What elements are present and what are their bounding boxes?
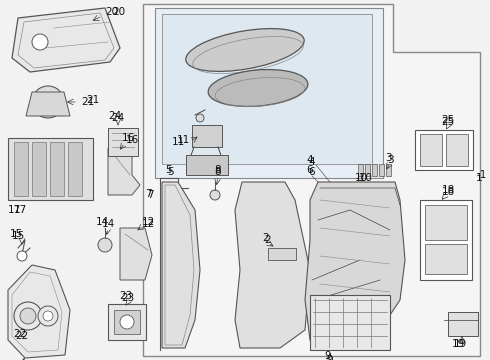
Text: 16: 16 — [125, 135, 139, 145]
Text: 11: 11 — [172, 137, 185, 147]
Polygon shape — [26, 92, 70, 116]
Ellipse shape — [186, 28, 304, 71]
Circle shape — [196, 114, 204, 122]
Text: 6: 6 — [307, 165, 313, 175]
Text: 12: 12 — [142, 219, 155, 229]
Text: 14: 14 — [96, 217, 109, 227]
Text: 3: 3 — [385, 153, 392, 163]
Text: 11: 11 — [176, 135, 190, 145]
Circle shape — [14, 302, 42, 330]
Text: 20: 20 — [105, 7, 119, 17]
Text: 21: 21 — [86, 95, 99, 105]
Polygon shape — [108, 148, 140, 195]
Polygon shape — [143, 4, 480, 356]
Bar — [310, 295, 390, 350]
Polygon shape — [12, 8, 120, 72]
Text: 7: 7 — [147, 190, 153, 200]
Text: 20: 20 — [112, 7, 125, 17]
Text: 12: 12 — [142, 217, 155, 227]
Circle shape — [210, 190, 220, 200]
Circle shape — [32, 34, 48, 50]
Text: 25: 25 — [441, 117, 455, 127]
Text: 7: 7 — [145, 189, 151, 199]
Circle shape — [20, 308, 36, 324]
Bar — [162, 14, 372, 164]
Bar — [186, 155, 228, 175]
Bar — [372, 164, 377, 176]
Text: 4: 4 — [309, 157, 315, 167]
Text: 19: 19 — [453, 339, 466, 349]
Text: 21: 21 — [81, 97, 95, 107]
Bar — [268, 248, 296, 260]
Text: 2: 2 — [263, 233, 270, 243]
Text: 2: 2 — [265, 235, 271, 245]
Text: 9: 9 — [327, 355, 333, 360]
Bar — [108, 128, 138, 156]
Text: 18: 18 — [441, 187, 455, 197]
Text: 5: 5 — [165, 165, 172, 175]
Bar — [68, 142, 82, 196]
Polygon shape — [305, 182, 405, 348]
Circle shape — [120, 315, 134, 329]
Polygon shape — [162, 182, 200, 348]
Bar — [425, 205, 467, 240]
Text: 3: 3 — [387, 155, 393, 165]
Bar — [365, 164, 370, 176]
Text: 23: 23 — [122, 293, 135, 303]
Bar — [8, 138, 93, 200]
Bar — [155, 8, 383, 178]
Text: 6: 6 — [309, 167, 315, 177]
Text: 1: 1 — [476, 173, 483, 183]
Text: 9: 9 — [325, 351, 331, 360]
Text: 17: 17 — [7, 205, 21, 215]
Text: 10: 10 — [355, 173, 368, 183]
Bar — [14, 142, 28, 196]
Bar — [425, 244, 467, 274]
Circle shape — [43, 311, 53, 321]
Polygon shape — [120, 228, 152, 280]
Text: 16: 16 — [122, 133, 135, 143]
Text: 25: 25 — [441, 115, 455, 125]
Text: 15: 15 — [11, 231, 24, 241]
Text: 4: 4 — [307, 155, 313, 165]
Bar — [420, 134, 442, 166]
Circle shape — [40, 94, 56, 110]
Ellipse shape — [208, 69, 308, 107]
Circle shape — [32, 86, 64, 118]
Text: 22: 22 — [13, 329, 26, 339]
Bar — [192, 125, 222, 147]
Bar — [420, 200, 472, 280]
Text: 8: 8 — [215, 167, 221, 177]
Bar — [114, 310, 140, 334]
Text: 22: 22 — [15, 331, 28, 341]
Text: 14: 14 — [101, 219, 115, 229]
Bar — [108, 304, 146, 340]
Bar — [448, 312, 478, 336]
Text: 18: 18 — [441, 185, 455, 195]
Text: 19: 19 — [451, 339, 465, 349]
Polygon shape — [8, 265, 70, 358]
Text: 5: 5 — [167, 167, 173, 177]
Circle shape — [98, 238, 112, 252]
Bar — [50, 142, 64, 196]
Text: 8: 8 — [215, 165, 221, 175]
Text: 15: 15 — [9, 229, 23, 239]
Text: -1: -1 — [476, 170, 487, 180]
Bar — [415, 130, 473, 170]
Bar — [32, 142, 46, 196]
Bar — [358, 164, 363, 176]
Bar — [386, 164, 391, 176]
Text: 17: 17 — [14, 205, 27, 215]
Bar — [446, 134, 468, 166]
Bar — [379, 164, 384, 176]
Text: 23: 23 — [120, 291, 133, 301]
Text: 24: 24 — [108, 111, 122, 121]
Polygon shape — [235, 182, 310, 348]
Circle shape — [38, 306, 58, 326]
Circle shape — [17, 251, 27, 261]
Text: 24: 24 — [111, 113, 124, 123]
Text: -10: -10 — [355, 173, 372, 183]
